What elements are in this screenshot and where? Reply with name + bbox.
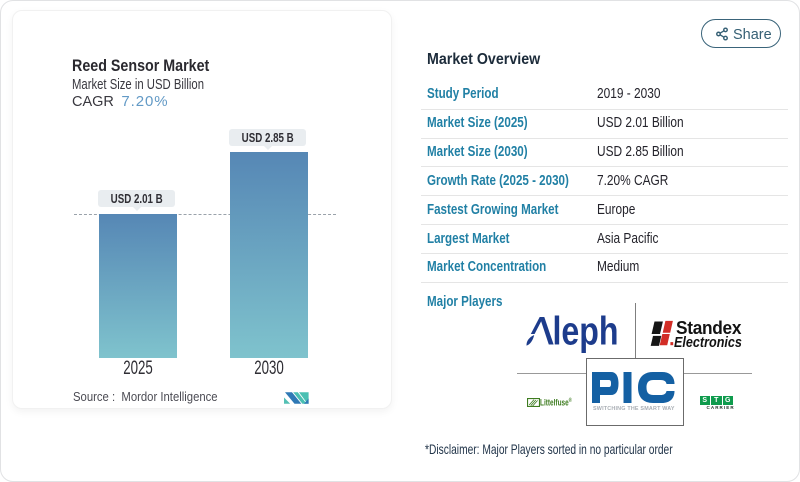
svg-text:leph: leph [553, 310, 619, 354]
